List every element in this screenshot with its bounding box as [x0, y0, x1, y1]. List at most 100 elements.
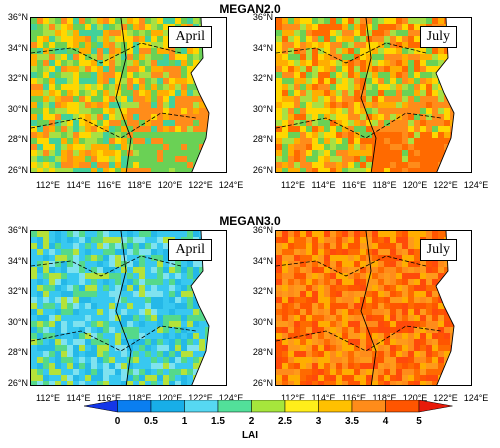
lai-cell	[163, 168, 169, 172]
lai-cell	[414, 132, 420, 138]
lai-cell	[133, 138, 139, 144]
lai-cell	[115, 18, 121, 24]
lai-cell	[37, 156, 43, 162]
lai-cell	[390, 327, 396, 333]
lai-cell	[91, 42, 97, 48]
lai-cell	[288, 333, 294, 339]
lai-cell	[157, 132, 163, 138]
lai-cell	[402, 285, 408, 291]
lai-cell	[61, 291, 67, 297]
lai-cell	[342, 84, 348, 90]
lai-cell	[67, 351, 73, 357]
lai-cell	[318, 108, 324, 114]
lai-cell	[151, 108, 157, 114]
lai-cell	[354, 66, 360, 72]
section-title-megan2: MEGAN2.0	[219, 2, 281, 16]
lai-cell	[163, 156, 169, 162]
lai-cell	[402, 144, 408, 150]
lai-cell	[378, 30, 384, 36]
lai-cell	[79, 303, 85, 309]
lai-cell	[43, 333, 49, 339]
lai-cell	[55, 267, 61, 273]
lai-cell	[282, 285, 288, 291]
lai-cell	[109, 375, 115, 381]
lai-cell	[169, 132, 175, 138]
lai-cell	[342, 30, 348, 36]
lai-cell	[73, 297, 79, 303]
lai-cell	[49, 321, 55, 327]
lai-cell	[163, 375, 169, 381]
lai-cell	[432, 138, 438, 144]
lai-cell	[79, 333, 85, 339]
lai-cell	[31, 273, 37, 279]
lai-cell	[402, 249, 408, 255]
lai-cell	[336, 168, 342, 172]
lai-cell	[342, 243, 348, 249]
lai-cell	[85, 345, 91, 351]
lai-cell	[199, 108, 205, 114]
lai-cell	[175, 150, 181, 156]
lai-cell	[324, 24, 330, 30]
lai-cell	[396, 60, 402, 66]
lai-cell	[366, 144, 372, 150]
lai-cell	[372, 42, 378, 48]
lai-cell	[85, 381, 91, 385]
lai-cell	[49, 237, 55, 243]
lai-cell	[61, 168, 67, 172]
lai-cell	[163, 30, 169, 36]
lai-cell	[169, 375, 175, 381]
lai-cell	[163, 291, 169, 297]
lai-cell	[157, 72, 163, 78]
lai-cell	[360, 369, 366, 375]
lai-cell	[79, 114, 85, 120]
lai-cell	[282, 120, 288, 126]
lai-cell	[151, 309, 157, 315]
lai-cell	[187, 315, 193, 321]
lai-cell	[414, 36, 420, 42]
lai-cell	[384, 309, 390, 315]
lai-cell	[157, 60, 163, 66]
lai-cell	[324, 363, 330, 369]
lai-cell	[330, 375, 336, 381]
lai-cell	[408, 54, 414, 60]
lai-cell	[175, 60, 181, 66]
lai-cell	[354, 90, 360, 96]
lai-cell	[324, 102, 330, 108]
lai-cell	[163, 339, 169, 345]
lai-cell	[79, 231, 85, 237]
lai-cell	[372, 114, 378, 120]
sea-area	[436, 18, 471, 172]
lai-cell	[360, 321, 366, 327]
lai-cell	[372, 102, 378, 108]
lai-cell	[97, 333, 103, 339]
lai-cell	[37, 114, 43, 120]
lai-cell	[402, 24, 408, 30]
lai-cell	[73, 132, 79, 138]
lai-cell	[282, 114, 288, 120]
lai-cell	[55, 345, 61, 351]
lai-cell	[384, 243, 390, 249]
lai-cell	[318, 327, 324, 333]
lai-cell	[97, 126, 103, 132]
lai-cell	[55, 243, 61, 249]
lai-cell	[390, 267, 396, 273]
lai-cell	[432, 126, 438, 132]
lai-cell	[342, 369, 348, 375]
lai-cell	[390, 321, 396, 327]
lai-cell	[97, 150, 103, 156]
lai-cell	[354, 381, 360, 385]
lai-cell	[420, 72, 426, 78]
lai-cell	[97, 243, 103, 249]
lai-cell	[390, 168, 396, 172]
lai-cell	[282, 255, 288, 261]
lai-cell	[360, 231, 366, 237]
lai-cell	[115, 309, 121, 315]
lai-cell	[181, 339, 187, 345]
lai-cell	[73, 66, 79, 72]
lai-cell	[348, 24, 354, 30]
lai-cell	[330, 78, 336, 84]
lai-cell	[294, 237, 300, 243]
lai-cell	[43, 120, 49, 126]
lai-cell	[348, 120, 354, 126]
lai-cell	[432, 231, 438, 237]
